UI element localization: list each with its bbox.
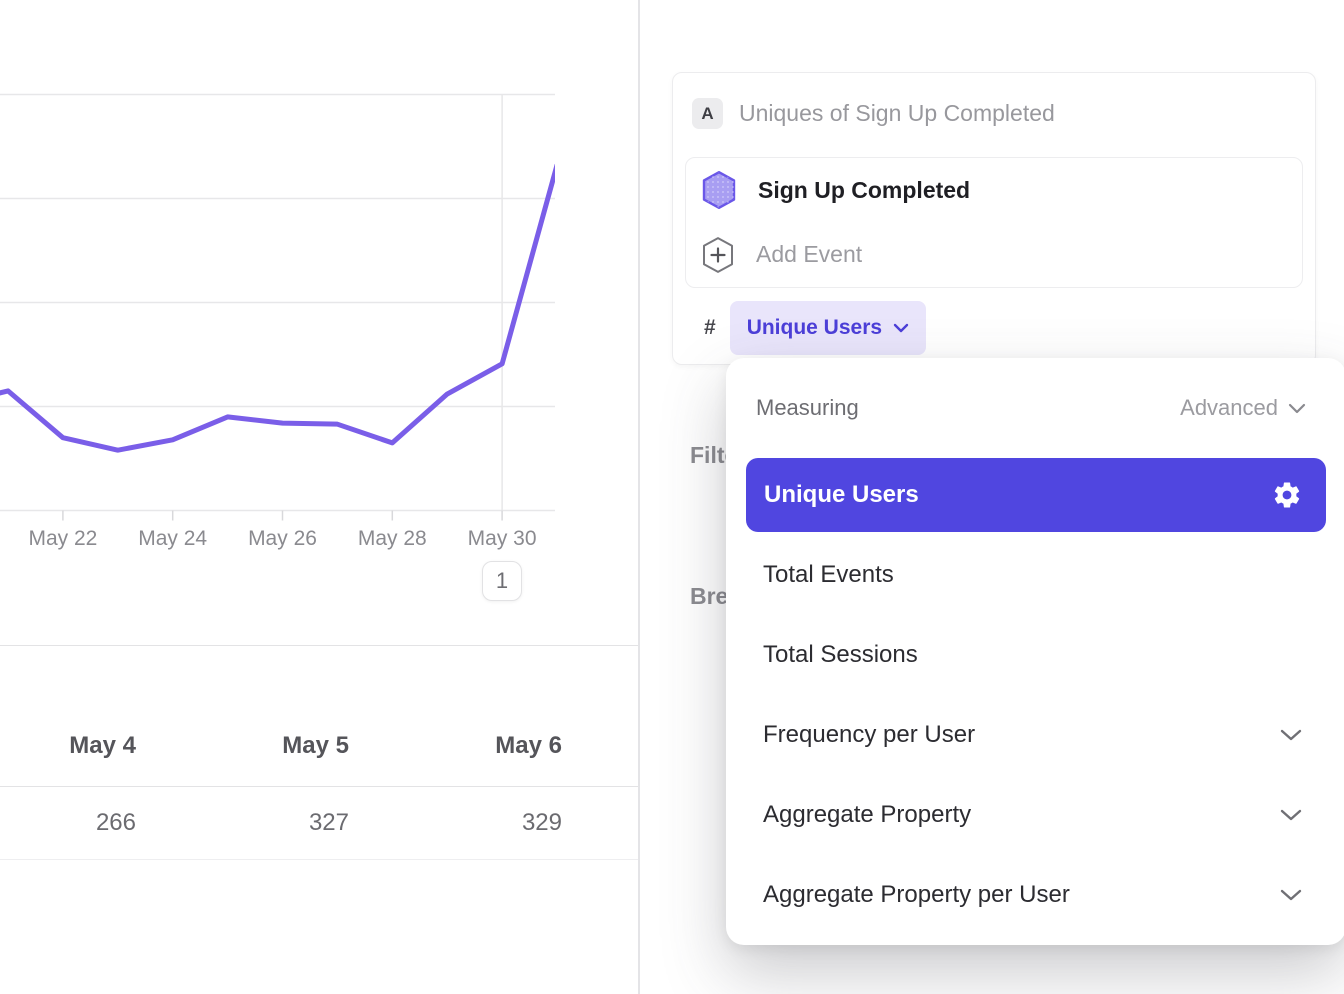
series-a-badge: A <box>692 98 723 129</box>
data-table: May 4 May 5 May 6 266 327 329 <box>0 645 639 860</box>
option-label: Total Events <box>763 561 894 588</box>
table-row: 266 327 329 <box>0 787 639 860</box>
x-axis-label: May 24 <box>138 527 207 550</box>
dropdown-header: Measuring Advanced <box>726 358 1344 421</box>
table-value-cell: 327 <box>308 809 349 836</box>
query-panel: A Uniques of Sign Up Completed Sign U <box>672 72 1316 365</box>
event-row-sign-up-completed[interactable]: Sign Up Completed <box>686 158 1302 223</box>
chevron-down-icon <box>1288 403 1306 413</box>
chart-section: May 22 May 24 May 26 May 28 May 30 1 May 4 M… <box>0 0 639 994</box>
series-line <box>0 163 555 453</box>
option-label: Frequency per User <box>763 721 976 748</box>
metric-row: # Unique Users <box>704 301 927 355</box>
add-event-button[interactable]: Add Event <box>686 223 1302 288</box>
panel-title-row: A Uniques of Sign Up Completed <box>692 98 1055 129</box>
option-label: Aggregate Property <box>763 801 972 828</box>
dropdown-option-total-sessions[interactable]: Total Sessions <box>726 615 1344 695</box>
x-axis-label: May 28 <box>358 527 427 550</box>
option-label: Total Sessions <box>763 641 918 668</box>
table-header-cell: May 6 <box>495 732 562 759</box>
table-header-cell: May 4 <box>69 732 136 759</box>
event-card: Sign Up Completed Add Event <box>685 157 1303 288</box>
dropdown-option-unique-users[interactable]: Unique Users <box>746 458 1326 532</box>
table-value-cell: 329 <box>521 809 562 836</box>
table-header-cell: May 5 <box>282 732 349 759</box>
add-event-label: Add Event <box>756 241 863 268</box>
dropdown-option-aggregate-property[interactable]: Aggregate Property <box>726 775 1344 855</box>
x-axis-label: May 22 <box>28 527 97 550</box>
advanced-label: Advanced <box>1180 395 1278 420</box>
add-event-icon <box>703 236 733 273</box>
chevron-down-icon <box>1280 809 1302 821</box>
event-hexagon-icon <box>702 171 736 210</box>
x-axis-label: May 26 <box>248 527 317 550</box>
dropdown-option-total-events[interactable]: Total Events <box>726 535 1344 615</box>
section-divider <box>638 0 640 994</box>
option-label: Aggregate Property per User <box>763 881 1070 908</box>
metric-selector-button[interactable]: Unique Users <box>729 301 927 355</box>
x-axis-label: May 30 <box>468 527 537 550</box>
line-chart[interactable]: May 22 May 24 May 26 May 28 May 30 <box>0 0 620 560</box>
gear-icon[interactable] <box>1272 480 1302 510</box>
chevron-down-icon <box>1280 729 1302 741</box>
chevron-down-icon <box>1280 889 1302 901</box>
metric-type-symbol: # <box>704 316 716 339</box>
selected-option-label: Unique Users <box>764 481 919 508</box>
dropdown-option-frequency-per-user[interactable]: Frequency per User <box>726 695 1344 775</box>
measuring-label: Measuring <box>756 395 859 420</box>
event-name: Sign Up Completed <box>758 176 971 203</box>
advanced-toggle[interactable]: Advanced <box>1180 395 1306 421</box>
panel-title: Uniques of Sign Up Completed <box>739 100 1055 126</box>
table-value-cell: 266 <box>95 809 136 836</box>
measuring-dropdown: Measuring Advanced Unique Users <box>726 358 1344 945</box>
dropdown-items: Total Events Total Sessions Frequency pe… <box>726 535 1344 935</box>
chevron-down-icon <box>893 323 909 333</box>
metric-selector-label: Unique Users <box>746 316 883 339</box>
table-header-row: May 4 May 5 May 6 <box>0 645 639 787</box>
annotation-marker[interactable]: 1 <box>482 561 522 601</box>
dropdown-option-aggregate-property-per-user[interactable]: Aggregate Property per User <box>726 855 1344 935</box>
